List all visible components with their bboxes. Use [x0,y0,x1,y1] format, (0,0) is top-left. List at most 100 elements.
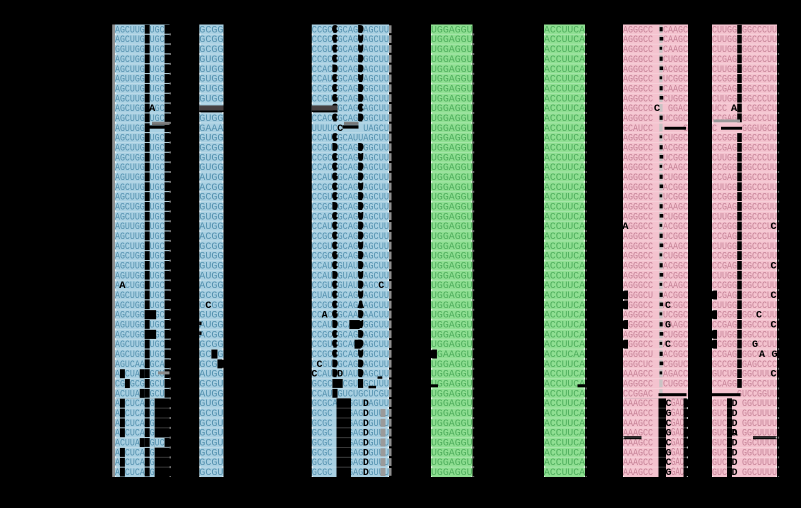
svg-text:C: C [665,419,671,430]
svg-text:D: D [332,270,339,282]
svg-text:ACCUUCA: ACCUUCA [544,379,586,391]
svg-text:CCAUCGUAUCAGCUU: CCAUCGUAUCAGCUU [312,369,389,381]
svg-text:GUGG: GUGG [199,54,223,66]
svg-text:D: D [337,370,343,381]
svg-text:G: G [665,448,671,459]
svg-text:GUGG: GUGG [199,83,223,95]
svg-text:GUGG: GUGG [199,133,223,145]
svg-text:CCGGG GGCCCUU: CCGGG GGCCCUU [712,162,777,174]
svg-text:CUUGG GGCCCUU: CUUGG GGCCCUU [712,24,777,36]
svg-text:UGGAGGU: UGGAGGU [431,192,473,204]
svg-text:CCAUCGCAGUAGCUU: CCAUCGCAGUAGCUU [312,74,389,86]
svg-text:D: D [332,142,339,154]
svg-text:AGCUUGGUGCA: AGCUUGGUGCA [115,182,170,194]
svg-text:GUGG: GUGG [199,251,223,263]
svg-text:ACCUUCA: ACCUUCA [544,280,586,292]
svg-text:AGGGCC CUGGC: AGGGCC CUGGC [623,251,688,263]
svg-text:AGCUUGAUGCU: AGCUUGAUGCU [115,192,170,204]
svg-text:AAAGCC: AAAGCC [623,418,688,430]
svg-text:UUUUC UAGCU: UUUUC UAGCU [312,123,389,135]
svg-text:ACCUUCA: ACCUUCA [544,54,586,66]
svg-text:G: G [771,350,777,361]
svg-text:UGGAGGU: UGGAGGU [431,418,473,430]
svg-text:D: D [363,419,369,430]
svg-text:C: C [665,399,671,410]
svg-text:ACGG: ACGG [199,182,223,194]
svg-text:GUGG: GUGG [199,113,223,125]
svg-text:AGGCCG GGAC: AGGCCG GGAC [623,103,688,115]
svg-text:GAC: GAC [671,447,684,459]
svg-text:UGGAGGU: UGGAGGU [431,447,473,459]
svg-text:G: G [332,251,339,263]
svg-text:ACCUUCA: ACCUUCA [544,260,586,272]
svg-text:AGCUCAAG: AGCUCAAG [115,408,170,420]
svg-text:UGGAGGU: UGGAGGU [431,54,473,66]
svg-text:AGCUUGGUGCA: AGCUUGGUGCA [115,133,170,145]
svg-text:ACCUUCA: ACCUUCA [544,142,586,154]
svg-text:U: U [357,241,364,253]
svg-text:UGGAGGU: UGGAGGU [431,162,473,174]
svg-text:GCGU: GCGU [199,447,223,459]
svg-text:UGGAGGU: UGGAGGU [431,93,473,105]
svg-text:UGGAGGU: UGGAGGU [431,103,473,115]
svg-text:AGGGCC CUGGC: AGGGCC CUGGC [623,93,688,105]
svg-text:D: D [731,409,737,420]
svg-text:AGCUCAAG: AGCUCAAG [115,467,170,479]
svg-text:ACCUUCA: ACCUUCA [544,192,586,204]
svg-text:GCAUCC G: GCAUCC G [623,123,688,135]
svg-text:AGUUGGAUGCA: AGUUGGAUGCA [115,320,170,332]
svg-text:AGCUGGAUGCA: AGCUGGAUGCA [115,300,170,312]
svg-text:C: C [332,113,339,125]
svg-text:AGCUGGAUGCA: AGCUGGAUGCA [115,310,170,322]
svg-text:AUGG: AUGG [199,320,223,332]
svg-text:C: C [317,360,323,371]
svg-text:D: D [731,468,737,479]
svg-text:CUAUCGCAGCAGCUU: CUAUCGCAGCAGCUU [312,290,389,302]
svg-text:G: G [332,310,339,322]
svg-text:CCGUCGCAGUAGCUU: CCGUCGCAGUAGCUU [312,339,389,351]
svg-text:D: D [357,172,364,184]
svg-text:D: D [357,192,364,204]
svg-text:CCGUCGCAGCAGCUU: CCGUCGCAGCAGCUU [312,241,389,253]
svg-text:GCGG: GCGG [199,34,223,46]
svg-text:CCGGG GGCCCUU: CCGGG GGCCCUU [712,74,777,86]
svg-text:CCGCCGCAGUGGCUU: CCGCCGCAGUGGCUU [312,83,389,95]
svg-text:D: D [363,448,369,459]
svg-text:CCACCGCAGCAGCUU: CCACCGCAGCAGCUU [312,211,389,223]
svg-text:UGGAGGU: UGGAGGU [431,211,473,223]
svg-text:GCGU: GCGU [199,438,223,450]
svg-text:AGGGCC CAAGC: AGGGCC CAAGC [623,44,688,56]
svg-text:CCAUCGUAUCAGCUU: CCAUCGUAUCAGCUU [312,260,389,272]
svg-text:UGGAGGU: UGGAGGU [431,34,473,46]
svg-text:CCGCAGCAGUAGCUU: CCGCAGCAGUAGCUU [312,251,389,263]
svg-text:C: C [378,281,384,292]
svg-text:AGUUGGAUGCA: AGUUGGAUGCA [115,270,170,282]
svg-text:AUGG: AUGG [199,270,223,282]
svg-text:D: D [357,201,364,213]
svg-text:AGUCAACGCAU: AGUCAACGCAU [115,359,170,371]
svg-text:AGCUUGAUGCU: AGCUUGAUGCU [115,339,170,351]
svg-text:C: C [332,74,339,86]
svg-text:ACCUUCA: ACCUUCA [544,74,586,86]
svg-text:D: D [357,221,364,233]
svg-text:AGGGCC CAAGC: AGGGCC CAAGC [623,34,688,46]
svg-text:ACCUUCA: ACCUUCA [544,103,586,115]
svg-text:D: D [332,320,339,332]
svg-text:D: D [357,260,364,272]
svg-text:ACCUUCA: ACCUUCA [544,34,586,46]
svg-text:UGGAGGU: UGGAGGU [431,260,473,272]
svg-text:AACUGGAUGCA: AACUGGAUGCA [115,280,170,292]
svg-text:D: D [363,439,369,450]
svg-text:C: C [770,291,776,302]
svg-text:C: C [770,222,776,233]
svg-text:AGCUUGAUGCU: AGCUUGAUGCU [115,290,170,302]
svg-text:D: D [357,113,364,125]
svg-text:C: C [205,300,212,312]
svg-text:C: C [357,103,364,115]
svg-text:G: G [332,93,339,105]
svg-text:C: C [311,370,317,381]
svg-text:CCGAG GGCCCUU: CCGAG GGCCCUU [712,142,777,154]
svg-text:UGGAGGU: UGGAGGU [431,310,473,322]
svg-text:UGGAGGU: UGGAGGU [431,113,473,125]
svg-text:CCGGG GGCCCUU: CCGGG GGCCCUU [712,339,777,351]
